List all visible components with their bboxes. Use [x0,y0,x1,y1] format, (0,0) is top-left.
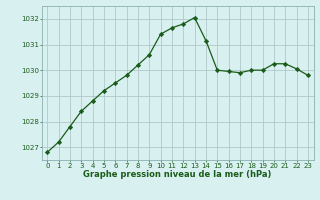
X-axis label: Graphe pression niveau de la mer (hPa): Graphe pression niveau de la mer (hPa) [84,170,272,179]
